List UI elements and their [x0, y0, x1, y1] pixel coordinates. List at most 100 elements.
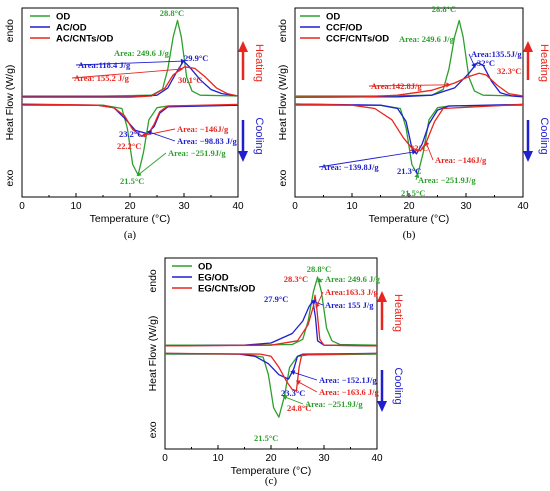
plot-frame	[21, 7, 239, 198]
annotation-label: 21.5°C	[120, 176, 144, 186]
x-tick-label: 10	[346, 201, 358, 212]
annotation-arrow-head	[141, 132, 146, 138]
y-axis-endo-label: endo	[4, 19, 16, 43]
annotation-arrow-head	[446, 82, 451, 88]
annotation-label: Area: −251.9J/g	[305, 399, 363, 409]
annotation-arrow-head	[180, 58, 186, 64]
annotations: 28.8°C28.3°C Area: 249.6 J/g Area:163.3 J/…	[254, 264, 381, 443]
x-tick-label: 10	[212, 453, 224, 464]
annotation-label: 22.2°C	[117, 141, 141, 151]
annotation-arrow-head	[471, 62, 476, 69]
y-axis-label: Heat Flow (W/g)	[277, 65, 289, 141]
annotation-leader	[368, 84, 449, 87]
cooling-label: Cooling	[253, 117, 265, 154]
annotation-arrow-head	[282, 395, 288, 400]
heating-indicator: Heating	[523, 41, 550, 82]
cooling-label: Cooling	[538, 117, 550, 154]
panel-label: (a)	[124, 229, 137, 241]
annotation-leader	[71, 68, 182, 79]
annotation-label: Area:142.8J/g	[371, 81, 422, 91]
panel-label: (b)	[403, 229, 416, 241]
series-cooling-curve-3	[164, 352, 378, 392]
y-axis-label: Heat Flow (W/g)	[147, 316, 159, 392]
annotation-label: 28.3°C	[284, 274, 308, 284]
annotation-arrow-head	[136, 171, 142, 177]
annotation-label: 30.1°C	[178, 75, 202, 85]
annotation-label: Area: 155.2 J/g	[74, 73, 130, 83]
x-tick-label: 30	[460, 201, 472, 212]
legend-label: OD	[326, 12, 340, 23]
annotation-leader	[316, 291, 324, 307]
dsc-panel-3: 0 10 20 30 40 Temperature (°C) Heat Flow (W/g)…	[147, 257, 404, 487]
x-tick-label: 10	[70, 201, 82, 212]
legend-label: AC/CNTs/OD	[56, 34, 113, 45]
annotation-label: Area: −146J/g	[435, 155, 487, 165]
annotation-label: 27.9°C	[264, 294, 288, 304]
annotation-leader	[297, 381, 318, 393]
annotation-leader	[284, 396, 304, 405]
legend-label: OD	[198, 262, 212, 273]
y-axis-title: Heat Flow (W/g) endo exo	[147, 269, 159, 438]
y-axis-endo-label: endo	[147, 269, 159, 293]
cooling-label: Cooling	[392, 367, 404, 404]
heating-label: Heating	[253, 44, 265, 82]
annotation-leader	[142, 128, 176, 137]
annotation-leader	[318, 151, 415, 168]
series-cooling-curve-3	[294, 103, 524, 152]
annotation-leader	[425, 142, 434, 161]
annotation-label: 23.2°C	[119, 129, 143, 139]
annotation-arrow-head	[316, 277, 323, 283]
annotation-leader	[148, 131, 176, 142]
legend-label: AC/OD	[56, 23, 87, 34]
annotation-label: Area: −98.83 J/g	[177, 136, 237, 146]
annotation-label: 21.3°C	[397, 166, 421, 176]
annotation-label: 32°C	[477, 58, 495, 68]
x-tick-label: 30	[318, 453, 330, 464]
x-tick-label: 20	[403, 201, 415, 212]
annotation-label: 29.9°C	[184, 53, 208, 63]
x-tick-label: 40	[232, 201, 244, 212]
series-heating-curve-2	[164, 300, 378, 347]
annotation-label: Area: −251.9J/g	[168, 148, 226, 158]
legend-label: OD	[56, 12, 70, 23]
annotation-arrow-head	[147, 130, 153, 136]
cooling-indicator: Cooling	[238, 117, 265, 162]
x-tick-label: 40	[517, 201, 529, 212]
heating-label: Heating	[538, 44, 550, 82]
annotation-label: 28.8°C	[432, 4, 456, 14]
x-axis-label: Temperature (°C)	[231, 465, 312, 477]
annotation-label: 32.3°C	[497, 66, 521, 76]
annotation-arrow-head	[411, 149, 417, 155]
x-axis-label: Temperature (°C)	[369, 213, 450, 225]
x-tick-label: 30	[178, 201, 190, 212]
annotation-label: Area: −146J/g	[177, 124, 229, 134]
dsc-panel-2: 0 10 20 30 40 Temperature (°C) Heat Flow (W/g)…	[277, 4, 550, 241]
y-axis-exo-label: exo	[277, 169, 289, 186]
y-axis-exo-label: exo	[4, 169, 16, 186]
cooling-arrow-head	[523, 151, 533, 162]
annotation-label: Area: −139.8J/g	[321, 162, 379, 172]
legend-label: CCF/OD	[326, 23, 363, 34]
annotation-label: Area: −251.9J/g	[418, 175, 476, 185]
x-tick-label: 20	[265, 453, 277, 464]
annotations: 28.8°C Area: 249.6 J/g Area:135.5J/g32°C32…	[318, 4, 522, 198]
y-axis-title: Heat Flow (W/g) endo exo	[4, 19, 16, 187]
y-axis-endo-label: endo	[277, 19, 289, 43]
annotation-label: Area: −163.6 J/g	[319, 387, 379, 397]
annotation-arrow-head	[178, 66, 184, 72]
legend-label: CCF/CNTs/OD	[326, 34, 389, 45]
annotation-label: 28.8°C	[307, 264, 331, 274]
heating-label: Heating	[392, 294, 404, 332]
series-heating-curve-1	[22, 19, 239, 97]
heating-arrow-head	[377, 291, 387, 302]
annotation-label: Area: 249.6 J/g	[114, 48, 170, 58]
annotation-label: 24.8°C	[287, 403, 311, 413]
cooling-arrow-head	[377, 401, 387, 412]
x-tick-label: 0	[292, 201, 298, 212]
heating-arrow-head	[523, 41, 533, 52]
cooling-indicator: Cooling	[523, 117, 550, 162]
x-tick-label: 20	[124, 201, 136, 212]
annotation-leader	[292, 371, 318, 381]
